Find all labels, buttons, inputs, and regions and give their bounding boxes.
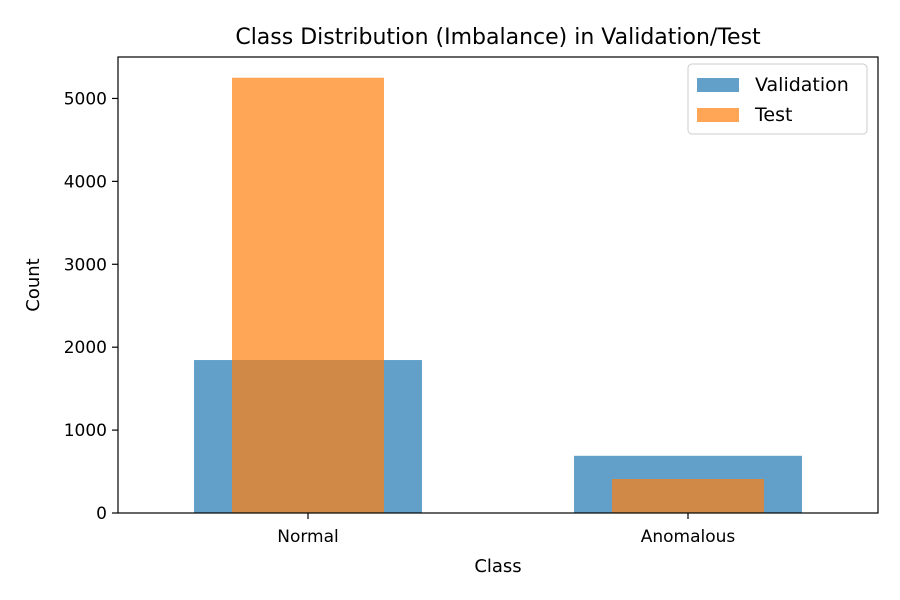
plot-frame [117,56,879,514]
y-tick-label: 3000 [64,255,107,275]
y-tick-label: 1000 [64,421,107,441]
x-tick-label-anomalous: Anomalous [641,527,736,547]
y-tick-label: 0 [96,504,107,524]
y-tick-label: 4000 [64,172,107,192]
legend: Validation Test [687,63,868,135]
y-axis-label: Count [23,258,44,311]
legend-swatch-validation [697,78,739,92]
legend-label-validation: Validation [755,74,849,96]
bars-layer [194,77,802,514]
chart-title: Class Distribution (Imbalance) in Valida… [235,25,761,50]
bar-test-anomalous [612,479,764,513]
x-axis: Normal Anomalous [277,513,735,547]
y-tick-label: 2000 [64,338,107,358]
x-axis-label: Class [474,556,521,577]
x-tick-label-normal: Normal [277,527,339,547]
legend-swatch-test [697,108,739,122]
y-axis: 0 1000 2000 3000 4000 5000 [64,89,118,524]
y-tick-label: 5000 [64,89,107,109]
legend-label-test: Test [754,104,792,126]
bar-test-normal [232,77,384,514]
